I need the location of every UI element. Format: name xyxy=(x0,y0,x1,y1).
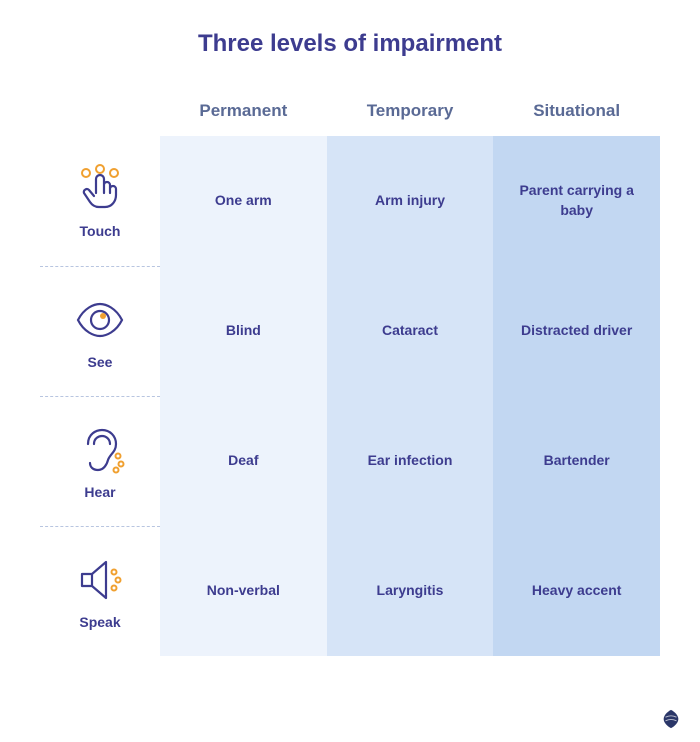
row-header-see: See xyxy=(40,266,160,396)
cell-touch-situational: Parent carrying a baby xyxy=(493,136,660,266)
corner-cell xyxy=(40,86,160,136)
row-label-hear: Hear xyxy=(84,484,115,500)
cell-speak-situational: Heavy accent xyxy=(493,526,660,656)
cell-hear-permanent: Deaf xyxy=(160,396,327,526)
page-title: Three levels of impairment xyxy=(40,30,660,58)
brand-logo-icon xyxy=(660,708,682,730)
row-label-see: See xyxy=(88,354,113,370)
row-header-touch: Touch xyxy=(40,136,160,266)
cell-hear-situational: Bartender xyxy=(493,396,660,526)
see-icon xyxy=(74,294,126,346)
cell-see-situational: Distracted driver xyxy=(493,266,660,396)
speak-icon xyxy=(74,554,126,606)
col-header-temporary: Temporary xyxy=(327,86,494,136)
cell-touch-permanent: One arm xyxy=(160,136,327,266)
cell-touch-temporary: Arm injury xyxy=(327,136,494,266)
touch-icon xyxy=(74,163,126,215)
cell-speak-permanent: Non-verbal xyxy=(160,526,327,656)
row-header-speak: Speak xyxy=(40,526,160,656)
cell-see-temporary: Cataract xyxy=(327,266,494,396)
cell-speak-temporary: Laryngitis xyxy=(327,526,494,656)
hear-icon xyxy=(74,424,126,476)
row-header-hear: Hear xyxy=(40,396,160,526)
row-label-speak: Speak xyxy=(79,614,120,630)
col-header-situational: Situational xyxy=(493,86,660,136)
cell-see-permanent: Blind xyxy=(160,266,327,396)
impairment-grid: Permanent Temporary Situational Touch On… xyxy=(40,86,660,656)
row-label-touch: Touch xyxy=(80,223,121,239)
col-header-permanent: Permanent xyxy=(160,86,327,136)
cell-hear-temporary: Ear infection xyxy=(327,396,494,526)
